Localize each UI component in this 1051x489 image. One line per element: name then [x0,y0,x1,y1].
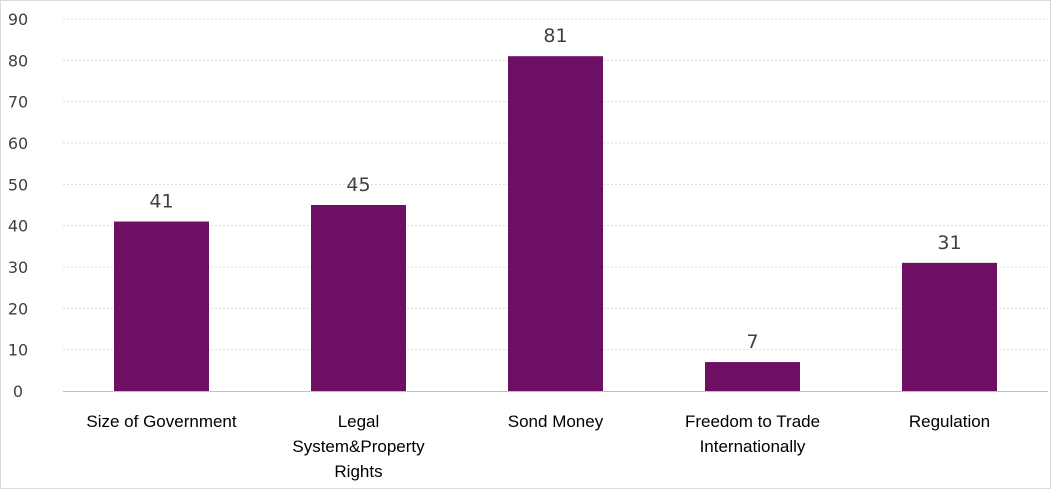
y-tick-label: 60 [8,134,28,153]
x-category-label: Sond Money [508,412,604,431]
data-label: 45 [346,174,370,196]
x-category-label-line: Sond Money [508,412,604,431]
y-tick-label: 10 [8,341,28,360]
y-tick-label: 90 [8,10,28,29]
y-tick-label: 70 [8,93,28,112]
y-tick-label: 40 [8,217,28,236]
y-tick-label: 80 [8,51,28,70]
x-category-label-line: Regulation [909,412,990,431]
x-category-label-line: Legal [338,412,380,431]
gridlines [63,18,1048,351]
x-category-label-line: System&Property [292,437,425,456]
y-tick-label: 50 [8,175,28,194]
data-label: 7 [746,331,758,353]
bar [114,221,209,391]
x-category-label: Freedom to Trade Internationally [685,412,820,456]
x-axis-categories: Size of Government Legal System&Property Ri… [86,412,990,481]
y-tick-label: 30 [8,258,28,277]
data-labels: 41 45 81 7 31 [149,25,961,353]
data-label: 41 [149,191,173,213]
bar [311,205,406,391]
x-category-label-line: Rights [334,462,382,481]
x-category-label-line: Size of Government [86,412,237,431]
bar [902,262,997,391]
y-tick-label: 0 [13,382,23,401]
x-category-label-line: Freedom to Trade [685,412,820,431]
bar [705,362,800,391]
bars [114,56,997,391]
y-axis-ticks: 0 10 20 30 40 50 60 70 80 90 [8,10,28,401]
x-category-label: Legal System&Property Rights [292,412,425,481]
x-category-label: Size of Government [86,412,237,431]
data-label: 81 [543,25,567,47]
bar [508,56,603,391]
x-category-label: Regulation [909,412,990,431]
y-tick-label: 20 [8,299,28,318]
x-category-label-line: Internationally [700,437,806,456]
data-label: 31 [937,232,961,254]
